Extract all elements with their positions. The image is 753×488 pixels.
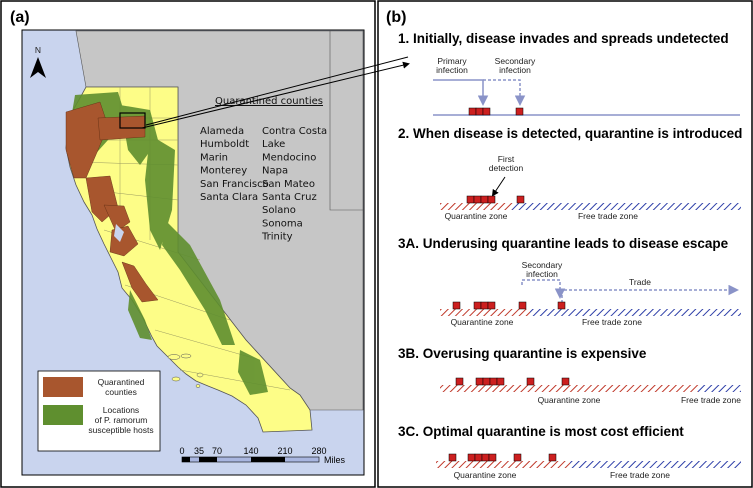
svg-text:infection: infection xyxy=(526,269,558,279)
stage-2-heading: 2. When disease is detected, quarantine … xyxy=(398,126,742,141)
svg-text:Free trade zone: Free trade zone xyxy=(610,470,670,480)
county-name: Napa xyxy=(262,166,288,177)
legend: Quarantined counties Locations of P. ram… xyxy=(37,370,161,452)
counties-title: Quarantined counties xyxy=(215,96,323,107)
county-name: Contra Costa xyxy=(262,126,327,137)
panel-a: (a) xyxy=(0,0,376,488)
svg-text:Quarantine zone: Quarantine zone xyxy=(445,211,508,221)
svg-text:Quarantine zone: Quarantine zone xyxy=(451,317,514,327)
california-shape xyxy=(65,86,313,433)
svg-text:Quarantine zone: Quarantine zone xyxy=(538,395,601,405)
scale-tick-label: 210 xyxy=(277,446,292,456)
panel-b: (b) 1. Initially, disease invades and sp… xyxy=(141,0,753,488)
stage-3c: 3C. Optimal quarantine is most cost effi… xyxy=(398,424,741,480)
stage-3c-heading: 3C. Optimal quarantine is most cost effi… xyxy=(398,424,684,439)
legend-swatch-hosts xyxy=(43,405,83,425)
svg-text:Primary: Primary xyxy=(437,56,467,66)
county-name: Solano xyxy=(262,205,296,216)
county-name: Monterey xyxy=(200,166,247,177)
panel-b-label: (b) xyxy=(386,9,406,26)
svg-text:detection: detection xyxy=(489,163,524,173)
svg-text:Quarantine zone: Quarantine zone xyxy=(454,470,517,480)
quarantined-counties xyxy=(65,101,159,303)
svg-text:Trade: Trade xyxy=(629,277,651,287)
svg-text:Free trade zone: Free trade zone xyxy=(582,317,642,327)
stage-2: 2. When disease is detected, quarantine … xyxy=(398,126,742,221)
svg-text:Quarantined: Quarantined xyxy=(98,377,145,387)
stage-3a-heading: 3A. Underusing quarantine leads to disea… xyxy=(398,236,729,251)
county-name: Sonoma xyxy=(262,218,303,229)
scale-tick-label: 70 xyxy=(212,446,222,456)
svg-text:N: N xyxy=(35,45,41,55)
county-name: Alameda xyxy=(200,126,244,137)
scale-bar: 0 35 70 140 210 280 Miles xyxy=(179,446,345,465)
county-name: San Mateo xyxy=(262,179,315,190)
svg-text:Secondary: Secondary xyxy=(522,260,563,270)
scale-tick-label: 0 xyxy=(179,446,184,456)
svg-text:Free trade zone: Free trade zone xyxy=(681,395,741,405)
scale-tick-label: 35 xyxy=(194,446,204,456)
scale-tick-label: 140 xyxy=(243,446,258,456)
counties-list: Quarantined counties Alameda Humboldt Mari… xyxy=(200,96,327,243)
stage-1: 1. Initially, disease invades and spread… xyxy=(398,31,740,116)
scale-tick-label: 280 xyxy=(311,446,326,456)
counties-col1: Alameda Humboldt Marin Monterey San Francisc… xyxy=(200,126,269,203)
county-name: Trinity xyxy=(261,232,293,243)
svg-text:susceptible hosts: susceptible hosts xyxy=(88,425,153,435)
svg-text:Free trade zone: Free trade zone xyxy=(578,211,638,221)
stage-3a: 3A. Underusing quarantine leads to disea… xyxy=(398,236,741,327)
county-name: San Francisco xyxy=(200,179,269,190)
stage-3b-heading: 3B. Overusing quarantine is expensive xyxy=(398,346,647,361)
svg-text:infection: infection xyxy=(436,65,468,75)
svg-text:infection: infection xyxy=(499,65,531,75)
legend-swatch-quarantine xyxy=(43,377,83,397)
counties-col2: Contra Costa Lake Mendocino Napa San Mateo Sa… xyxy=(261,126,327,243)
svg-text:First: First xyxy=(498,154,515,164)
islands xyxy=(167,353,204,388)
panel-a-label: (a) xyxy=(10,9,30,26)
county-name: Santa Cruz xyxy=(262,192,317,203)
north-arrow: N xyxy=(30,45,46,78)
county-name: Santa Clara xyxy=(200,192,258,203)
stage-3b: 3B. Overusing quarantine is expensive Qu… xyxy=(398,346,741,405)
svg-text:of P. ramorum: of P. ramorum xyxy=(95,415,148,425)
county-name: Lake xyxy=(262,139,285,150)
stage-1-heading: 1. Initially, disease invades and spread… xyxy=(398,31,729,46)
county-name: Marin xyxy=(200,152,228,163)
county-name: Mendocino xyxy=(262,152,316,163)
svg-text:Secondary: Secondary xyxy=(495,56,536,66)
svg-text:Locations: Locations xyxy=(103,405,139,415)
svg-text:counties: counties xyxy=(105,387,137,397)
county-name: Humboldt xyxy=(200,139,249,150)
scale-unit: Miles xyxy=(324,455,346,465)
